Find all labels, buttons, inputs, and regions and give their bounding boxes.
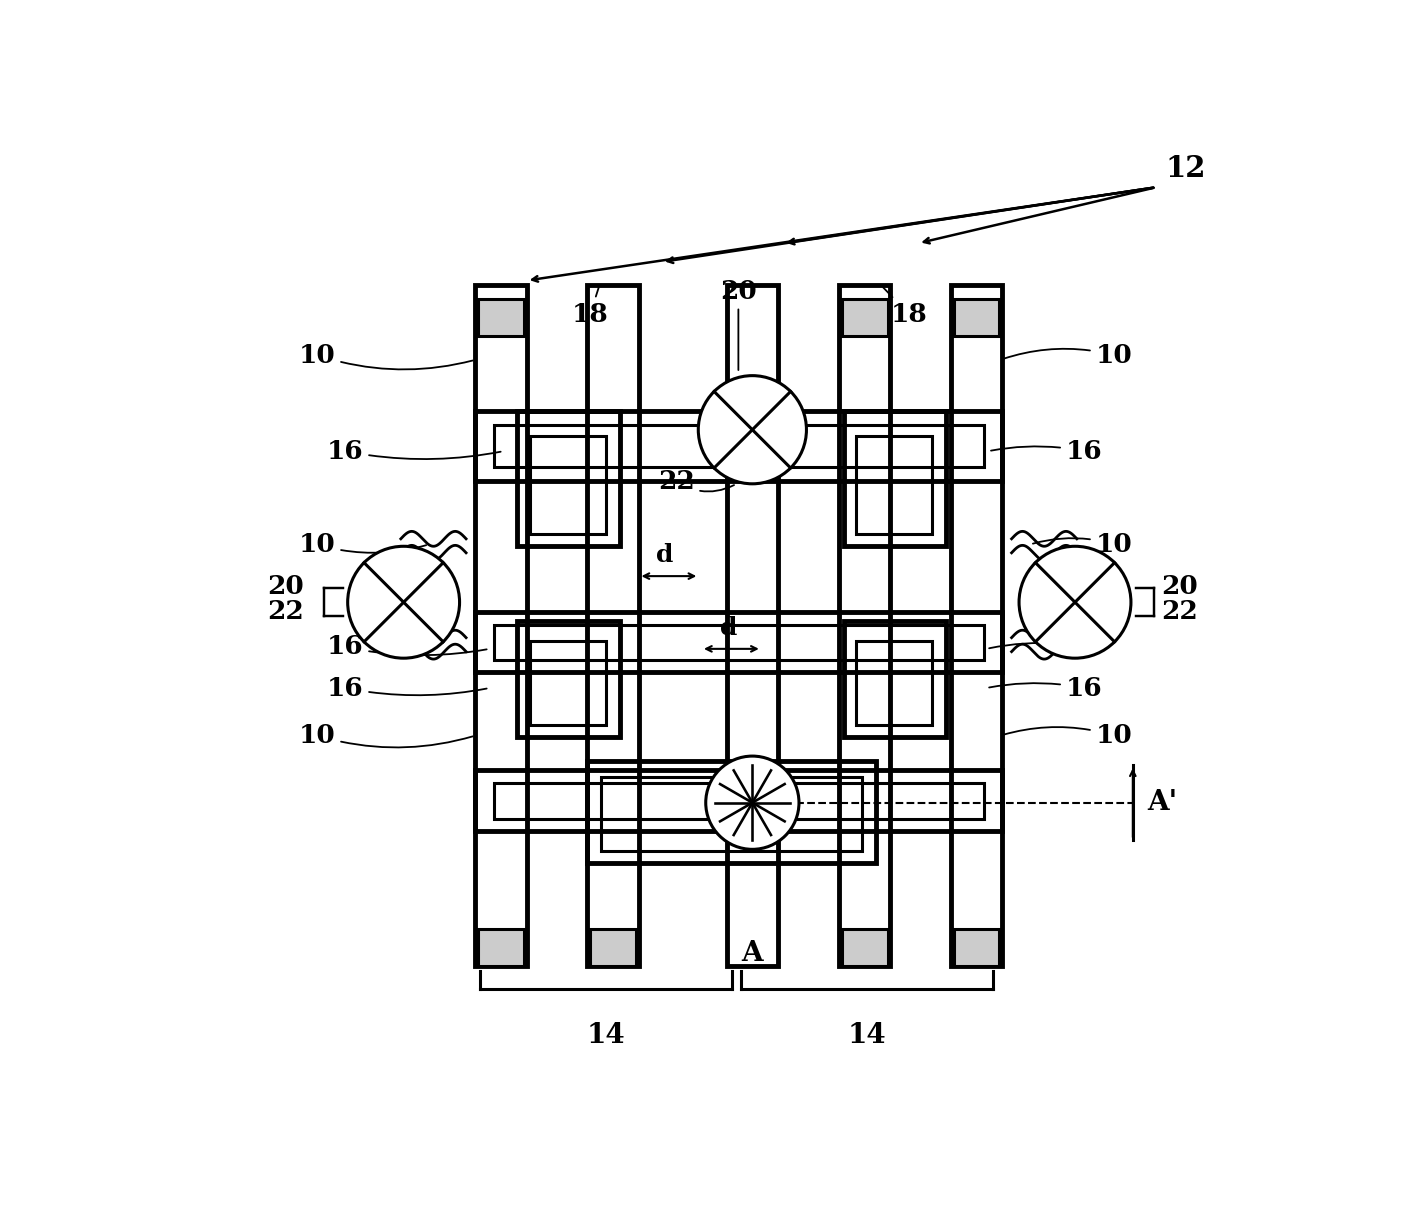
Text: d: d <box>655 543 674 567</box>
Circle shape <box>698 375 807 484</box>
Text: A: A <box>741 940 763 966</box>
Text: 14: 14 <box>848 1022 887 1049</box>
Bar <box>954 929 1000 966</box>
Circle shape <box>1020 546 1131 659</box>
Bar <box>478 929 524 966</box>
Bar <box>843 929 888 966</box>
Text: 22: 22 <box>267 599 304 624</box>
Text: 10: 10 <box>298 723 473 748</box>
Bar <box>530 436 605 534</box>
Bar <box>476 612 1002 672</box>
Bar <box>478 299 524 337</box>
Text: 16: 16 <box>327 676 487 700</box>
Bar <box>476 286 527 966</box>
Bar <box>951 286 1002 966</box>
Bar <box>843 299 888 337</box>
Text: A': A' <box>1147 790 1177 816</box>
Bar <box>855 436 932 534</box>
Text: 10: 10 <box>298 343 473 369</box>
Text: 22: 22 <box>658 469 734 494</box>
Bar <box>476 770 1002 831</box>
Text: 18: 18 <box>883 287 927 327</box>
Bar <box>844 621 947 737</box>
Bar <box>476 411 1002 481</box>
Bar <box>494 625 984 660</box>
Text: 10: 10 <box>1002 723 1132 748</box>
Circle shape <box>347 546 460 659</box>
Text: 18: 18 <box>571 288 608 327</box>
Text: 22: 22 <box>1161 599 1198 624</box>
Text: 20: 20 <box>1161 574 1198 599</box>
Bar <box>530 642 605 725</box>
Text: d: d <box>720 615 738 639</box>
Bar <box>587 761 877 863</box>
Text: 16: 16 <box>327 438 501 464</box>
Text: 10: 10 <box>1002 343 1132 368</box>
Bar <box>844 411 947 546</box>
Text: 20: 20 <box>267 574 304 599</box>
Bar <box>954 299 1000 337</box>
Text: 16: 16 <box>990 635 1102 660</box>
Bar <box>517 411 620 546</box>
Text: 14: 14 <box>587 1022 625 1049</box>
Bar <box>855 642 932 725</box>
Text: 16: 16 <box>991 438 1102 464</box>
Bar <box>494 784 984 819</box>
Text: 16: 16 <box>990 676 1102 700</box>
Text: 10: 10 <box>1032 532 1132 557</box>
Bar <box>727 286 778 966</box>
Bar <box>590 929 635 966</box>
Circle shape <box>705 756 800 849</box>
Bar <box>840 286 891 966</box>
Text: 20: 20 <box>720 279 757 371</box>
Bar <box>587 286 638 966</box>
Text: 16: 16 <box>327 635 487 660</box>
Bar <box>601 776 863 851</box>
Bar <box>517 621 620 737</box>
Bar <box>494 425 984 467</box>
Text: 10: 10 <box>298 532 426 557</box>
Text: 12: 12 <box>1165 154 1207 183</box>
